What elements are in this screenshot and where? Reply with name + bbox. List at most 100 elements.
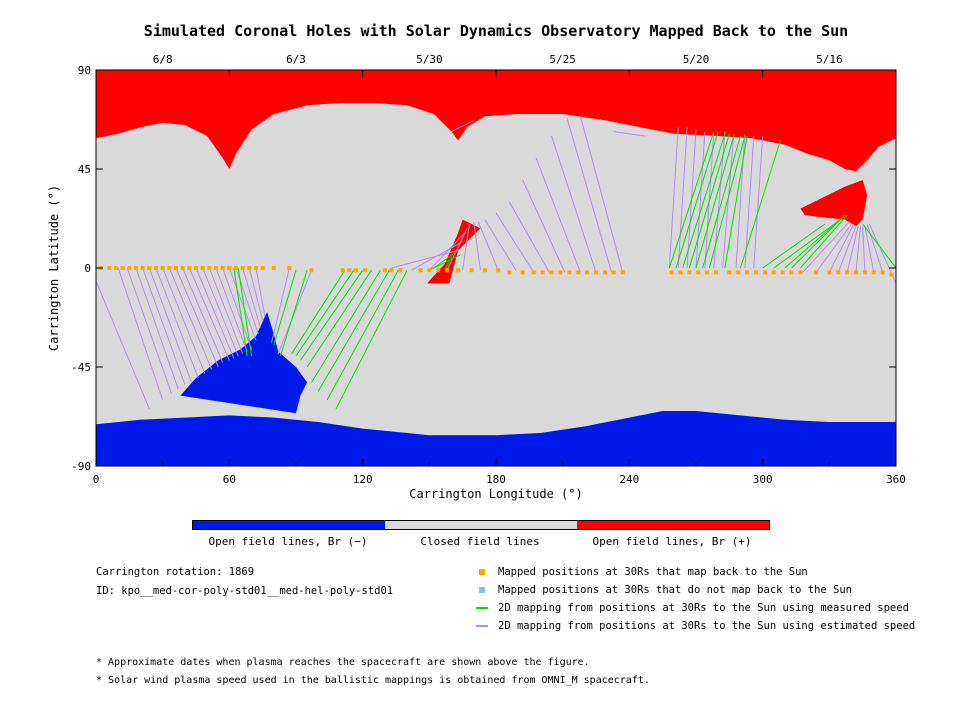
estimated-mapping-line <box>117 267 164 401</box>
measured-mapping-line <box>311 269 381 383</box>
y-axis-label: Carrington Latitude (°) <box>47 185 61 351</box>
estimated-mapping-line <box>391 249 459 269</box>
footnote-dates: * Approximate dates when plasma reaches … <box>96 657 590 668</box>
mapped-position-point <box>180 266 185 270</box>
date-tick-label: 5/25 <box>549 53 576 66</box>
chart-title: Simulated Coronal Holes with Solar Dynam… <box>144 22 848 40</box>
mapped-position-point <box>705 270 710 275</box>
x-axis-label: Carrington Longitude (°) <box>409 487 582 501</box>
colorbar-label-negative: Open field lines, Br (−) <box>208 535 368 548</box>
estimated-mapping-line <box>566 118 613 273</box>
mapped-position-point <box>789 270 794 275</box>
colorbar-positive <box>577 521 769 529</box>
mapped-position-point <box>862 270 867 275</box>
measured-mapping-line <box>233 267 248 357</box>
estimated-mapping-line <box>668 127 679 269</box>
mapped-position-point <box>207 266 212 270</box>
measured-mapping-line <box>675 131 719 269</box>
mapped-back-swatch <box>479 569 485 575</box>
mapped-position-point <box>845 270 850 275</box>
colorbar-negative <box>193 521 385 529</box>
mapped-position-point <box>540 270 545 275</box>
mapped-position-point <box>854 270 858 275</box>
measured-mapping-line <box>291 269 346 355</box>
measured-mapping-line <box>317 269 390 392</box>
mapped-position-point <box>134 266 138 270</box>
mapped-position-point <box>456 268 461 273</box>
measured-mapping-line <box>433 249 459 269</box>
mapped-position-point <box>354 268 358 273</box>
estimated-mapping-line <box>462 223 470 271</box>
estimated-mapping-line <box>508 201 550 273</box>
legend-measured-speed: 2D mapping from positions at 30Rs to the… <box>498 602 909 614</box>
measured-speed-swatch <box>476 607 488 609</box>
measured-mapping-line <box>791 214 846 269</box>
north-hole-extension <box>800 180 868 227</box>
mapped-position-point <box>445 268 450 273</box>
measured-mapping-line <box>237 267 253 357</box>
measured-mapping-line <box>668 131 715 269</box>
mapped-position-point <box>260 266 265 270</box>
mapped-position-point <box>362 268 367 273</box>
south-hole-extension <box>180 312 308 414</box>
estimated-mapping-line <box>695 131 706 269</box>
measured-mapping-line <box>279 270 308 357</box>
south-coronal-hole <box>96 411 896 466</box>
estimated-mapping-line <box>866 223 884 273</box>
mapped-position-point <box>147 266 152 270</box>
mapped-position-point <box>200 266 205 270</box>
estimated-mapping-line <box>446 228 468 271</box>
measured-mapping-line <box>682 133 726 269</box>
mapped-position-point <box>507 270 512 275</box>
x-tick-label: 360 <box>886 473 906 486</box>
mapped-position-point <box>340 268 345 273</box>
mapped-position-point <box>549 270 554 275</box>
mapped-position-point <box>678 270 683 275</box>
measured-mapping-line <box>688 133 730 269</box>
mapped-position-point <box>496 268 501 273</box>
estimated-mapping-line <box>864 226 875 273</box>
estimated-mapping-line <box>135 267 179 390</box>
mapped-position-point <box>611 270 616 275</box>
mapped-position-point <box>271 266 276 270</box>
mapped-position-point <box>827 270 832 275</box>
mapped-position-point <box>762 270 767 275</box>
north-coronal-hole <box>96 70 896 172</box>
mapped-position-point <box>382 268 387 273</box>
estimated-mapping-line <box>535 157 581 273</box>
estimated-mapping-line <box>753 135 764 269</box>
measured-mapping-line <box>724 135 748 269</box>
mapped-position-point <box>696 270 701 275</box>
estimated-mapping-line <box>202 267 239 357</box>
mapped-position-point <box>687 270 692 275</box>
x-tick-label: 300 <box>753 473 773 486</box>
estimated-mapping-line <box>126 267 173 394</box>
colorbar-label-positive: Open field lines, Br (+) <box>592 535 752 548</box>
mapped-position-point <box>814 270 818 275</box>
estimated-mapping-line <box>677 127 688 269</box>
mapped-position-point <box>309 268 314 273</box>
mapped-position-point <box>736 270 741 275</box>
estimated-mapping-line <box>95 281 150 409</box>
mapped-position-point <box>567 270 572 275</box>
measured-mapping-line <box>444 256 453 271</box>
estimated-mapping-line <box>168 267 213 370</box>
measured-mapping-line <box>784 217 843 269</box>
measured-mapping-line <box>800 214 848 269</box>
estimated-mapping-line <box>142 267 186 385</box>
estimated-mapping-line <box>451 120 474 133</box>
mapped-position-point <box>836 270 841 275</box>
mapped-position-point <box>214 266 218 270</box>
footnote-speed: * Solar wind plasma speed used in the ba… <box>96 675 650 686</box>
mapped-position-point <box>871 270 876 275</box>
mapped-position-point <box>780 270 785 275</box>
measured-mapping-line <box>429 254 461 271</box>
mapped-position-point <box>194 266 198 270</box>
mapped-position-point <box>140 266 145 270</box>
x-tick-label: 240 <box>619 473 639 486</box>
x-tick-label: 60 <box>223 473 236 486</box>
mapped-position-point <box>714 270 718 275</box>
y-tick-label: -90 <box>71 460 91 473</box>
estimated-mapping-line <box>195 267 235 359</box>
